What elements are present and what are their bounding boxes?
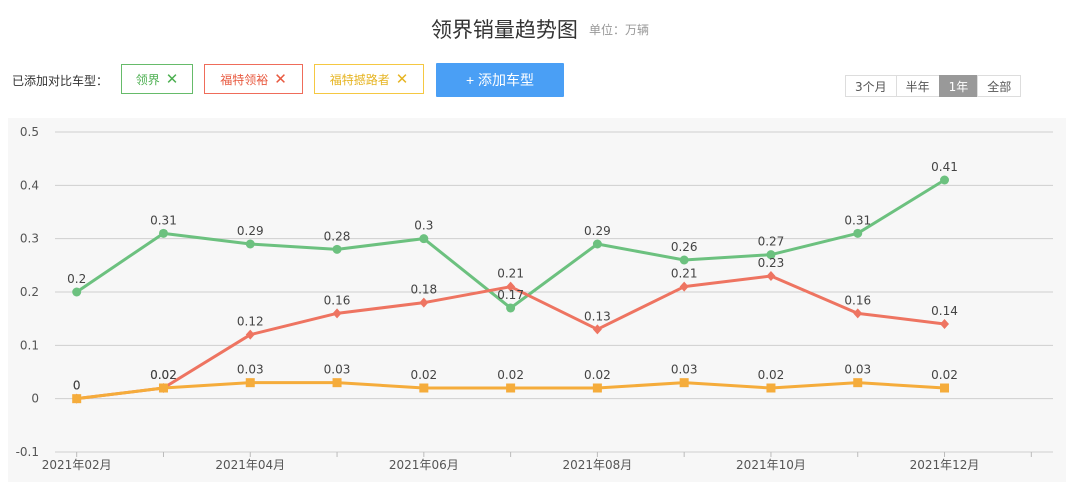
data-point [853, 228, 863, 238]
data-point [506, 281, 516, 292]
add-model-button[interactable]: + 添加车型 [436, 63, 564, 97]
data-label: 0.03 [324, 363, 351, 377]
data-point [158, 228, 168, 238]
y-tick-label: 0.4 [20, 178, 39, 192]
data-label: 0.41 [931, 160, 958, 174]
y-tick-label: -0.1 [16, 445, 39, 459]
data-point [72, 287, 82, 297]
data-point [72, 394, 82, 404]
data-point [766, 271, 776, 281]
data-label: 0.02 [497, 368, 524, 382]
data-label: 0.16 [324, 293, 351, 307]
data-point [592, 239, 602, 249]
compare-tag-label: 福特撼路者 [329, 72, 390, 87]
data-label: 0.03 [671, 363, 698, 377]
data-point [506, 383, 516, 393]
range-button-3-months[interactable]: 3个月 [845, 75, 897, 97]
close-icon[interactable]: ✕ [395, 69, 409, 88]
close-icon[interactable]: ✕ [165, 69, 179, 88]
y-tick-label: 0.5 [20, 125, 39, 139]
data-label: 0.27 [758, 235, 785, 249]
data-label: 0.3 [414, 219, 433, 233]
data-point [940, 175, 950, 185]
x-tick-label: 2021年04月 [215, 458, 285, 472]
y-tick-label: 0 [31, 392, 39, 406]
data-label: 0.02 [931, 368, 958, 382]
data-point [853, 308, 863, 319]
x-tick-label: 2021年08月 [562, 458, 632, 472]
data-label: 0.03 [237, 363, 264, 377]
data-label: 0 [73, 379, 81, 393]
data-label: 0.02 [150, 368, 177, 382]
time-range-selector: 3个月 半年 1年 全部 [845, 75, 1022, 97]
close-icon[interactable]: ✕ [274, 69, 287, 88]
data-label: 0.17 [497, 288, 524, 302]
data-point [853, 378, 863, 388]
compare-label: 已添加对比车型： [12, 74, 109, 88]
data-point [940, 319, 950, 329]
data-point [419, 297, 429, 308]
compare-tag-everest[interactable]: 福特撼路者 ✕ [314, 64, 424, 94]
data-label: 0.21 [671, 267, 698, 281]
data-label: 0.14 [931, 304, 958, 318]
data-point [679, 255, 689, 265]
range-button-all[interactable]: 全部 [977, 75, 1022, 97]
data-label: 0.02 [150, 368, 177, 382]
data-label: 0.16 [844, 293, 871, 307]
data-label: 0 [73, 379, 81, 393]
y-tick-label: 0.3 [20, 232, 39, 246]
data-label: 0.03 [844, 363, 871, 377]
x-tick-label: 2021年12月 [910, 458, 980, 472]
data-point [940, 383, 950, 393]
data-label: 0.29 [584, 224, 611, 238]
x-tick-label: 2021年10月 [736, 458, 806, 472]
data-point [592, 383, 602, 393]
chart-panel: -0.1 0 0.1 0.2 0.3 0.4 0.5 2021年02月 2021年04月 2021… [8, 118, 1066, 482]
data-point [766, 383, 776, 393]
data-point [592, 324, 602, 335]
data-label: 0.26 [671, 240, 698, 254]
data-label: 0.13 [584, 309, 611, 323]
data-point [419, 383, 429, 393]
data-label: 0.31 [150, 213, 177, 227]
chart-title: 领界销量趋势图 [430, 18, 578, 42]
data-point [245, 239, 255, 249]
data-label: 0.23 [758, 256, 785, 270]
sales-trend-chart: -0.1 0 0.1 0.2 0.3 0.4 0.5 2021年02月 2021年04月 2021… [16, 125, 1053, 472]
data-point [679, 281, 689, 292]
data-label: 0.02 [410, 368, 437, 382]
data-label: 0.02 [584, 368, 611, 382]
range-button-1-year[interactable]: 1年 [938, 75, 979, 97]
compare-tag-label: 领界 [135, 72, 160, 87]
range-button-half-year[interactable]: 半年 [895, 75, 940, 97]
data-point [158, 383, 168, 393]
compare-tag-label: 福特领裕 [220, 72, 269, 87]
data-point [766, 250, 776, 260]
data-point [679, 378, 689, 388]
data-label: 0.29 [237, 224, 264, 238]
compare-tag-lingjie[interactable]: 领界 ✕ [121, 64, 193, 94]
data-label: 0.21 [497, 267, 524, 281]
data-point [419, 234, 429, 244]
x-tick-label: 2021年02月 [42, 458, 112, 472]
data-label: 0.2 [67, 272, 86, 286]
data-label: 0.18 [410, 283, 437, 297]
data-point [332, 244, 342, 254]
data-point [332, 308, 342, 319]
data-point [332, 378, 342, 388]
data-label: 0.28 [324, 229, 351, 243]
data-point [245, 329, 255, 340]
data-label: 0.12 [237, 315, 264, 329]
x-tick-label: 2021年06月 [389, 458, 459, 472]
unit-label: 单位：万辆 [589, 22, 650, 37]
y-tick-label: 0.2 [20, 285, 39, 299]
data-label: 0.31 [844, 213, 871, 227]
chart-title-row: 领界销量趋势图 单位：万辆 [0, 14, 1080, 44]
compare-tag-lingyu[interactable]: 福特领裕 ✕ [204, 64, 303, 94]
data-point [245, 378, 255, 388]
data-label: 0.02 [758, 368, 785, 382]
y-tick-label: 0.1 [20, 338, 39, 352]
data-point [506, 303, 516, 313]
